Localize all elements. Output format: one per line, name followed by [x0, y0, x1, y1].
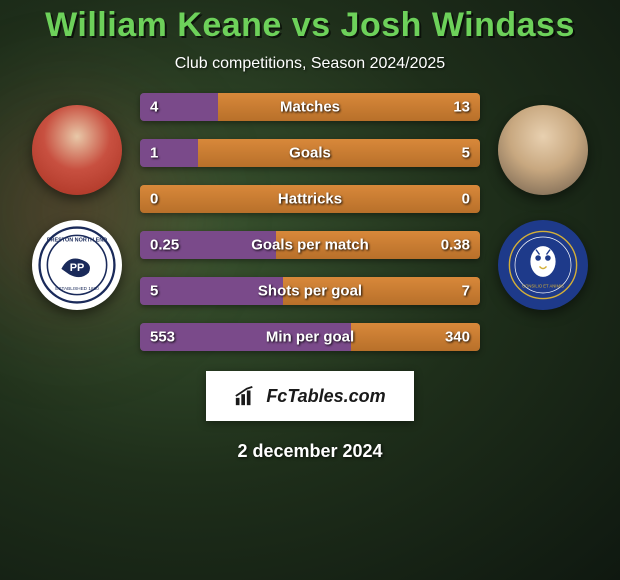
stat-value-right: 340 [445, 329, 470, 346]
stat-value-left: 5 [150, 283, 158, 300]
stats-bars: 4 13 Matches 1 5 Goals 0 0 Hattricks 0.25 0.38 Goal… [140, 93, 480, 351]
main-row: PRESTON NORTH END PP ESTABLISHED 1880 4 1… [0, 93, 620, 351]
fctables-branding: FcTables.com [206, 371, 413, 421]
stat-bar: 1 5 Goals [140, 139, 480, 167]
stat-value-left: 553 [150, 329, 175, 346]
stat-value-right: 0 [462, 191, 470, 208]
stat-label: Goals [289, 145, 331, 162]
player-avatar-right [498, 105, 588, 195]
left-player-column: PRESTON NORTH END PP ESTABLISHED 1880 [32, 93, 122, 310]
player-avatar-left [32, 105, 122, 195]
stat-value-left: 0 [150, 191, 158, 208]
bar-segment-right [218, 93, 480, 121]
subtitle: Club competitions, Season 2024/2025 [175, 55, 445, 73]
fctables-icon [234, 385, 256, 407]
bar-segment-left [140, 139, 198, 167]
svg-text:PRESTON NORTH END: PRESTON NORTH END [47, 238, 107, 244]
stat-label: Min per goal [266, 329, 354, 346]
stat-label: Matches [280, 99, 340, 116]
stat-value-left: 1 [150, 145, 158, 162]
svg-text:PP: PP [70, 262, 85, 274]
bar-segment-right [198, 139, 480, 167]
stat-bar: 5 7 Shots per goal [140, 277, 480, 305]
stat-bar: 553 340 Min per goal [140, 323, 480, 351]
stat-bar: 0 0 Hattricks [140, 185, 480, 213]
club-badge-swfc: CONSILIO ET ANIMIS [498, 220, 588, 310]
fctables-label: FcTables.com [266, 386, 385, 407]
stat-value-right: 7 [462, 283, 470, 300]
stat-bar: 0.25 0.38 Goals per match [140, 231, 480, 259]
club-badge-preston: PRESTON NORTH END PP ESTABLISHED 1880 [32, 220, 122, 310]
stat-label: Shots per goal [258, 283, 362, 300]
stat-bar: 4 13 Matches [140, 93, 480, 121]
stat-value-right: 0.38 [441, 237, 470, 254]
stat-label: Goals per match [251, 237, 369, 254]
right-player-column: CONSILIO ET ANIMIS [498, 93, 588, 310]
stat-value-left: 4 [150, 99, 158, 116]
stat-value-right: 5 [462, 145, 470, 162]
stat-label: Hattricks [278, 191, 342, 208]
svg-text:ESTABLISHED 1880: ESTABLISHED 1880 [55, 286, 99, 291]
svg-text:CONSILIO ET ANIMIS: CONSILIO ET ANIMIS [522, 283, 564, 288]
stat-value-left: 0.25 [150, 237, 179, 254]
page-title: William Keane vs Josh Windass [45, 6, 575, 45]
date-label: 2 december 2024 [237, 441, 382, 462]
content-container: William Keane vs Josh Windass Club compe… [0, 0, 620, 580]
stat-value-right: 13 [453, 99, 470, 116]
